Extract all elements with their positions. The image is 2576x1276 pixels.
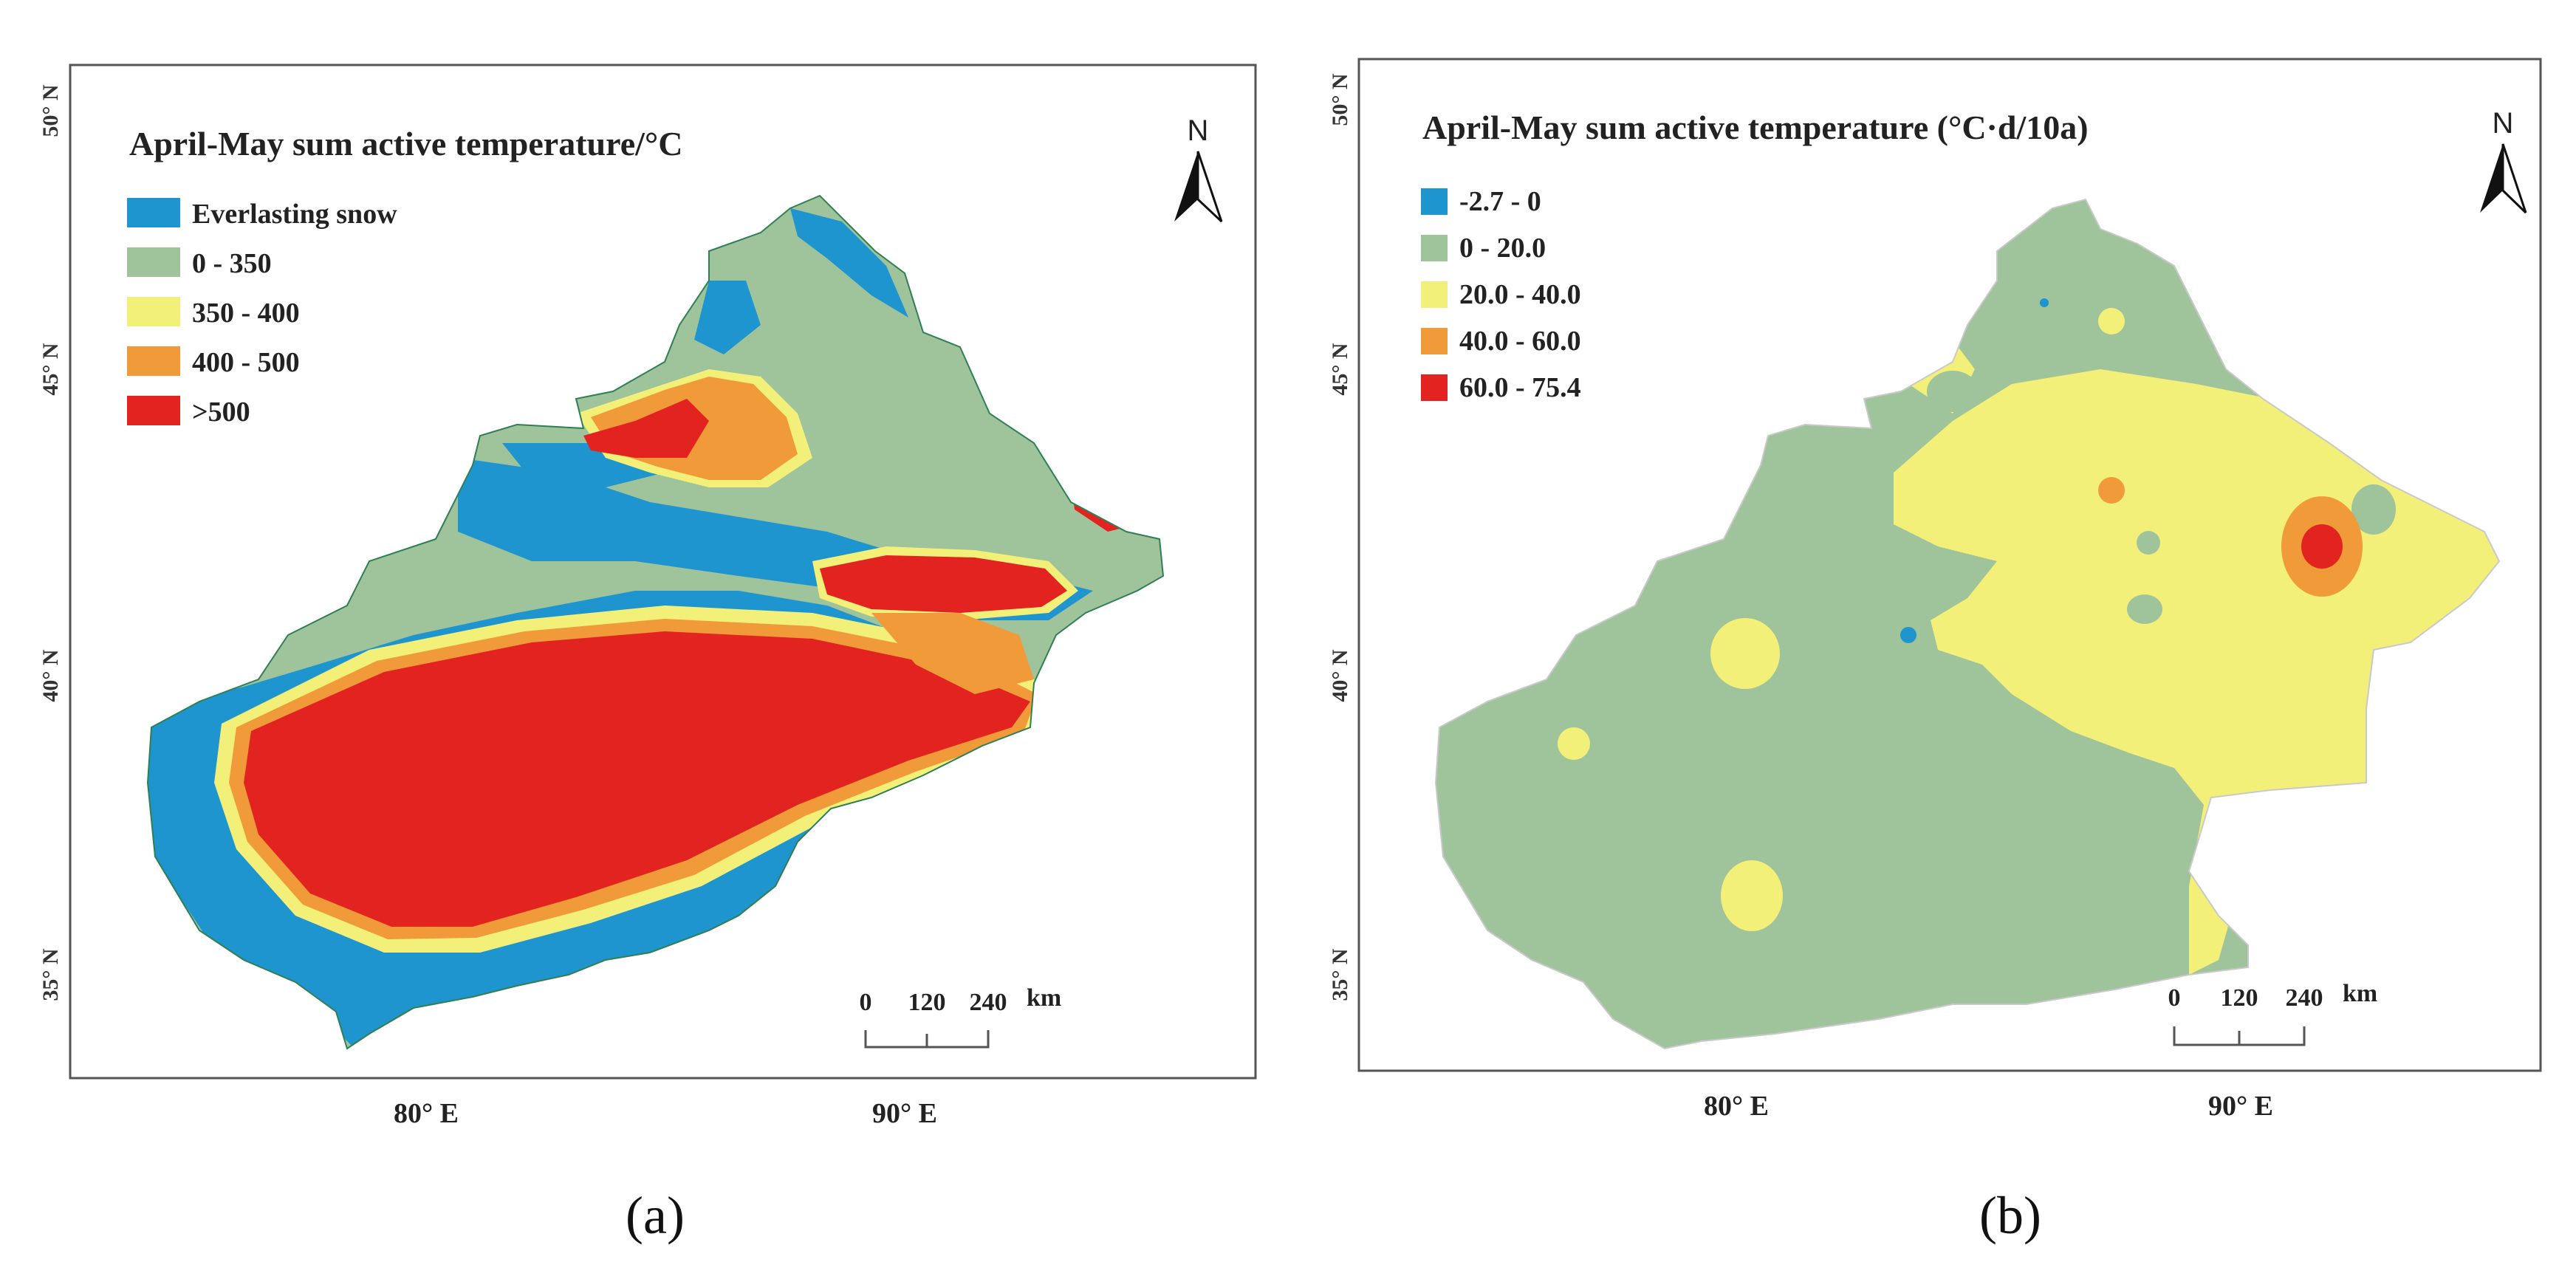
panel-caption-b: (b)	[1979, 1186, 2041, 1245]
scale-bar-b: 0 120 240 km	[2168, 980, 2377, 1046]
legend-swatch	[1421, 235, 1448, 261]
y-tick-label: 50° N	[38, 84, 63, 137]
scale-label: 120	[908, 989, 946, 1016]
map-panel-b: 50° N 45° N 40° N 35° N 80° E 90° E Apri…	[1288, 0, 2576, 1276]
north-arrow-b: N	[2480, 107, 2527, 214]
legend-label: 40.0 - 60.0	[1459, 326, 1581, 357]
map-panel-a: 50° N 45° N 40° N 35° N 80° E 90° E Apri…	[38, 64, 1257, 1245]
scale-label: 240	[970, 989, 1007, 1016]
y-tick-label: 40° N	[38, 649, 63, 702]
legend-swatch	[127, 396, 180, 425]
scale-label: 120	[2221, 984, 2258, 1012]
north-label: N	[1188, 114, 1209, 147]
map-outline-b	[1434, 198, 2501, 1050]
y-tick-label: 35° N	[1328, 948, 1352, 1001]
scale-unit: km	[1027, 984, 1061, 1012]
legend-item: 40.0 - 60.0	[1421, 326, 1581, 357]
legend-swatch	[127, 198, 180, 227]
scale-label: 240	[2286, 984, 2323, 1012]
legend-label: 60.0 - 75.4	[1459, 372, 1581, 403]
y-tick-label: 35° N	[38, 948, 63, 1001]
legend-swatch	[1421, 328, 1448, 354]
legend-title: April-May sum active temperature (°C·d/1…	[1422, 109, 2089, 146]
legend-label: Everlasting snow	[192, 199, 397, 230]
legend-b: April-May sum active temperature (°C·d/1…	[1421, 109, 2089, 403]
legend-a: April-May sum active temperature/°C Ever…	[127, 125, 683, 428]
x-tick-label: 90° E	[872, 1098, 937, 1129]
legend-label: 350 - 400	[192, 298, 300, 329]
legend-item: 0 - 350	[127, 247, 272, 279]
scale-bar-line	[864, 1030, 990, 1049]
scale-unit: km	[2343, 980, 2377, 1007]
legend-label: 0 - 20.0	[1459, 233, 1546, 264]
y-tick-label: 45° N	[38, 343, 63, 395]
legend-item: -2.7 - 0	[1421, 186, 1541, 217]
y-tick-label: 40° N	[1328, 649, 1352, 702]
legend-swatch	[1421, 188, 1448, 215]
north-arrow-icon-half	[1196, 151, 1223, 223]
legend-label: 0 - 350	[192, 248, 272, 279]
legend-swatch	[127, 346, 180, 376]
map-outline-a	[146, 194, 1165, 1050]
scale-bar-line	[2173, 1026, 2306, 1046]
legend-title: April-May sum active temperature/°C	[129, 125, 683, 162]
legend-item: 20.0 - 40.0	[1421, 279, 1581, 310]
x-tick-label: 80° E	[394, 1098, 459, 1129]
legend-label: >500	[192, 397, 250, 428]
scale-bar-a: 0 120 240 km	[860, 984, 1061, 1049]
x-axis-b: 80° E 90° E	[1704, 1091, 2273, 1122]
legend-item: 400 - 500	[127, 346, 300, 378]
y-axis-a: 50° N 45° N 40° N 35° N	[38, 84, 63, 1001]
legend-item: 60.0 - 75.4	[1421, 372, 1581, 403]
x-tick-label: 80° E	[1704, 1091, 1769, 1122]
legend-item: 0 - 20.0	[1421, 233, 1546, 264]
north-arrow-icon-half	[2501, 143, 2527, 214]
legend-swatch	[127, 297, 180, 326]
north-arrow-icon	[2480, 144, 2503, 213]
scale-label: 0	[860, 989, 872, 1016]
legend-label: 400 - 500	[192, 347, 300, 378]
x-tick-label: 90° E	[2208, 1091, 2273, 1122]
north-arrow-a: N	[1174, 114, 1223, 223]
legend-item: >500	[127, 396, 250, 428]
y-axis-b: 50° N 45° N 40° N 35° N	[1328, 73, 1352, 1001]
north-label: N	[2493, 107, 2514, 140]
legend-label: -2.7 - 0	[1459, 186, 1541, 217]
panel-caption-a: (a)	[626, 1186, 685, 1245]
x-axis-a: 80° E 90° E	[394, 1098, 937, 1129]
map-a-svg: 50° N 45° N 40° N 35° N 80° E 90° E Apri…	[38, 64, 1257, 1129]
legend-item: Everlasting snow	[127, 198, 397, 230]
y-tick-label: 50° N	[1328, 73, 1352, 126]
north-arrow-icon	[1174, 151, 1198, 222]
legend-label: 20.0 - 40.0	[1459, 279, 1581, 310]
y-tick-label: 45° N	[1328, 343, 1352, 395]
legend-item: 350 - 400	[127, 297, 300, 329]
map-b-svg: 50° N 45° N 40° N 35° N 80° E 90° E Apri…	[1328, 58, 2542, 1122]
legend-swatch	[1421, 374, 1448, 401]
legend-swatch	[127, 247, 180, 277]
legend-swatch	[1421, 281, 1448, 308]
scale-label: 0	[2168, 984, 2181, 1012]
